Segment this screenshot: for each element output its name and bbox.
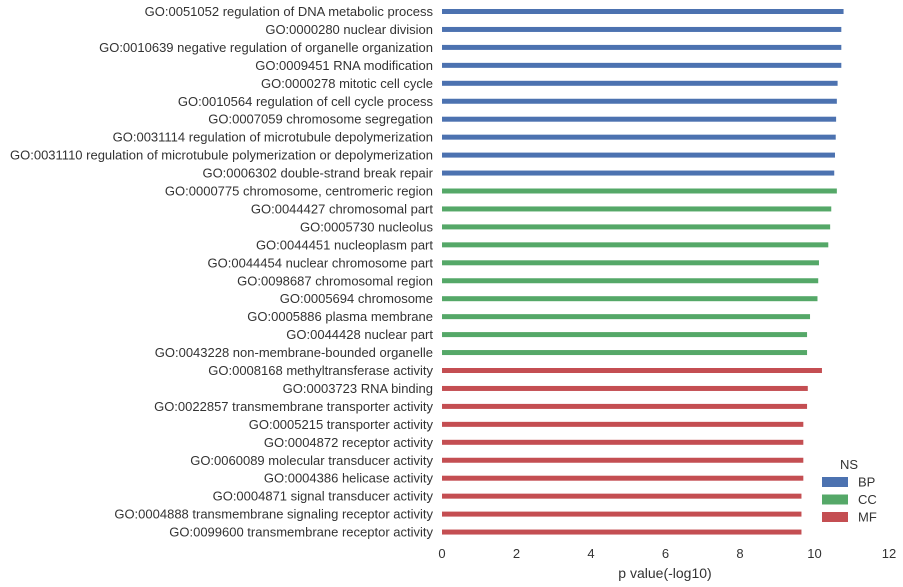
bar-bp-4 [442,62,842,68]
bar-mf-2 [442,385,808,391]
x-tick-label: 12 [882,546,896,561]
x-tick-label: 6 [662,546,669,561]
bar-mf-6 [442,457,804,463]
bar-mf-3 [442,403,808,409]
bar-cc-8 [442,314,811,320]
bar-mf-7 [442,475,804,481]
category-label: GO:0043228 non-membrane-bounded organell… [155,345,433,360]
x-tick-label: 4 [587,546,594,561]
bar-mf-8 [442,493,802,499]
bar-mf-10 [442,529,802,535]
bar-cc-3 [442,224,831,230]
bar-cc-9 [442,332,808,338]
legend-swatch-bp [822,477,848,487]
category-label: GO:0010564 regulation of cell cycle proc… [178,94,434,109]
bar-bp-2 [442,26,842,32]
category-label: GO:0000775 chromosome, centromeric regio… [165,184,433,199]
bar-bp-8 [442,134,836,140]
category-label: GO:0098687 chromosomal region [237,273,433,288]
category-label: GO:0000278 mitotic cell cycle [261,76,433,91]
category-label: GO:0060089 molecular transducer activity [190,453,433,468]
category-label: GO:0044427 chromosomal part [251,201,433,216]
category-labels: GO:0051052 regulation of DNA metabolic p… [10,4,434,540]
bar-cc-7 [442,296,818,302]
bar-mf-4 [442,421,804,427]
category-label: GO:0000280 nuclear division [265,22,433,37]
category-label: GO:0007059 chromosome segregation [208,112,433,127]
bar-bp-10 [442,170,835,176]
bar-cc-1 [442,188,837,194]
category-label: GO:0006302 double-strand break repair [202,166,433,181]
x-tick-label: 8 [736,546,743,561]
legend: NS BP CC MF [822,457,877,525]
category-label: GO:0004871 signal transducer activity [213,489,434,504]
bar-cc-2 [442,206,832,212]
category-label: GO:0008168 methyltransferase activity [208,363,433,378]
category-label: GO:0005730 nucleolus [300,219,433,234]
legend-swatch-cc [822,494,848,505]
category-label: GO:0004888 transmembrane signaling recep… [114,507,433,522]
bar-group [442,9,844,535]
bar-mf-5 [442,439,804,445]
legend-swatch-mf [822,512,848,522]
bar-mf-9 [442,511,802,517]
category-label: GO:0005215 transporter activity [249,417,434,432]
category-label: GO:0099600 transmembrane receptor activi… [169,525,433,540]
bar-bp-9 [442,152,835,158]
bar-bp-7 [442,116,837,122]
bar-bp-3 [442,44,842,50]
category-label: GO:0003723 RNA binding [283,381,433,396]
bar-cc-4 [442,242,829,248]
bar-cc-10 [442,350,808,356]
legend-label-mf: MF [858,510,877,525]
x-tick-label: 10 [807,546,821,561]
category-label: GO:0044454 nuclear chromosome part [208,255,434,270]
category-label: GO:0022857 transmembrane transporter act… [154,399,433,414]
x-tick-label: 0 [438,546,445,561]
category-label: GO:0009451 RNA modification [255,58,433,73]
category-label: GO:0004872 receptor activity [264,435,434,450]
category-label: GO:0031114 regulation of microtubule dep… [113,130,433,145]
x-axis-ticks: 0 2 4 6 8 10 12 [438,546,896,561]
category-label: GO:0005694 chromosome [280,291,433,306]
legend-label-bp: BP [858,475,875,490]
bar-bp-5 [442,80,838,86]
category-label: GO:0005886 plasma membrane [247,309,433,324]
bar-bp-1 [442,9,844,14]
category-label: GO:0044451 nucleoplasm part [256,237,433,252]
category-label: GO:0010639 negative regulation of organe… [99,40,433,55]
category-label: GO:0051052 regulation of DNA metabolic p… [145,4,434,19]
bar-mf-1 [442,368,822,373]
category-label: GO:0004386 helicase activity [264,471,434,486]
x-axis-label: p value(-log10) [618,565,711,581]
category-label: GO:0044428 nuclear part [286,327,433,342]
legend-title: NS [840,457,858,472]
bar-cc-5 [442,260,819,266]
bar-cc-6 [442,278,819,284]
bar-bp-6 [442,98,837,104]
x-tick-label: 2 [513,546,520,561]
category-label: GO:0031110 regulation of microtubule pol… [10,148,433,163]
legend-label-cc: CC [858,492,877,507]
